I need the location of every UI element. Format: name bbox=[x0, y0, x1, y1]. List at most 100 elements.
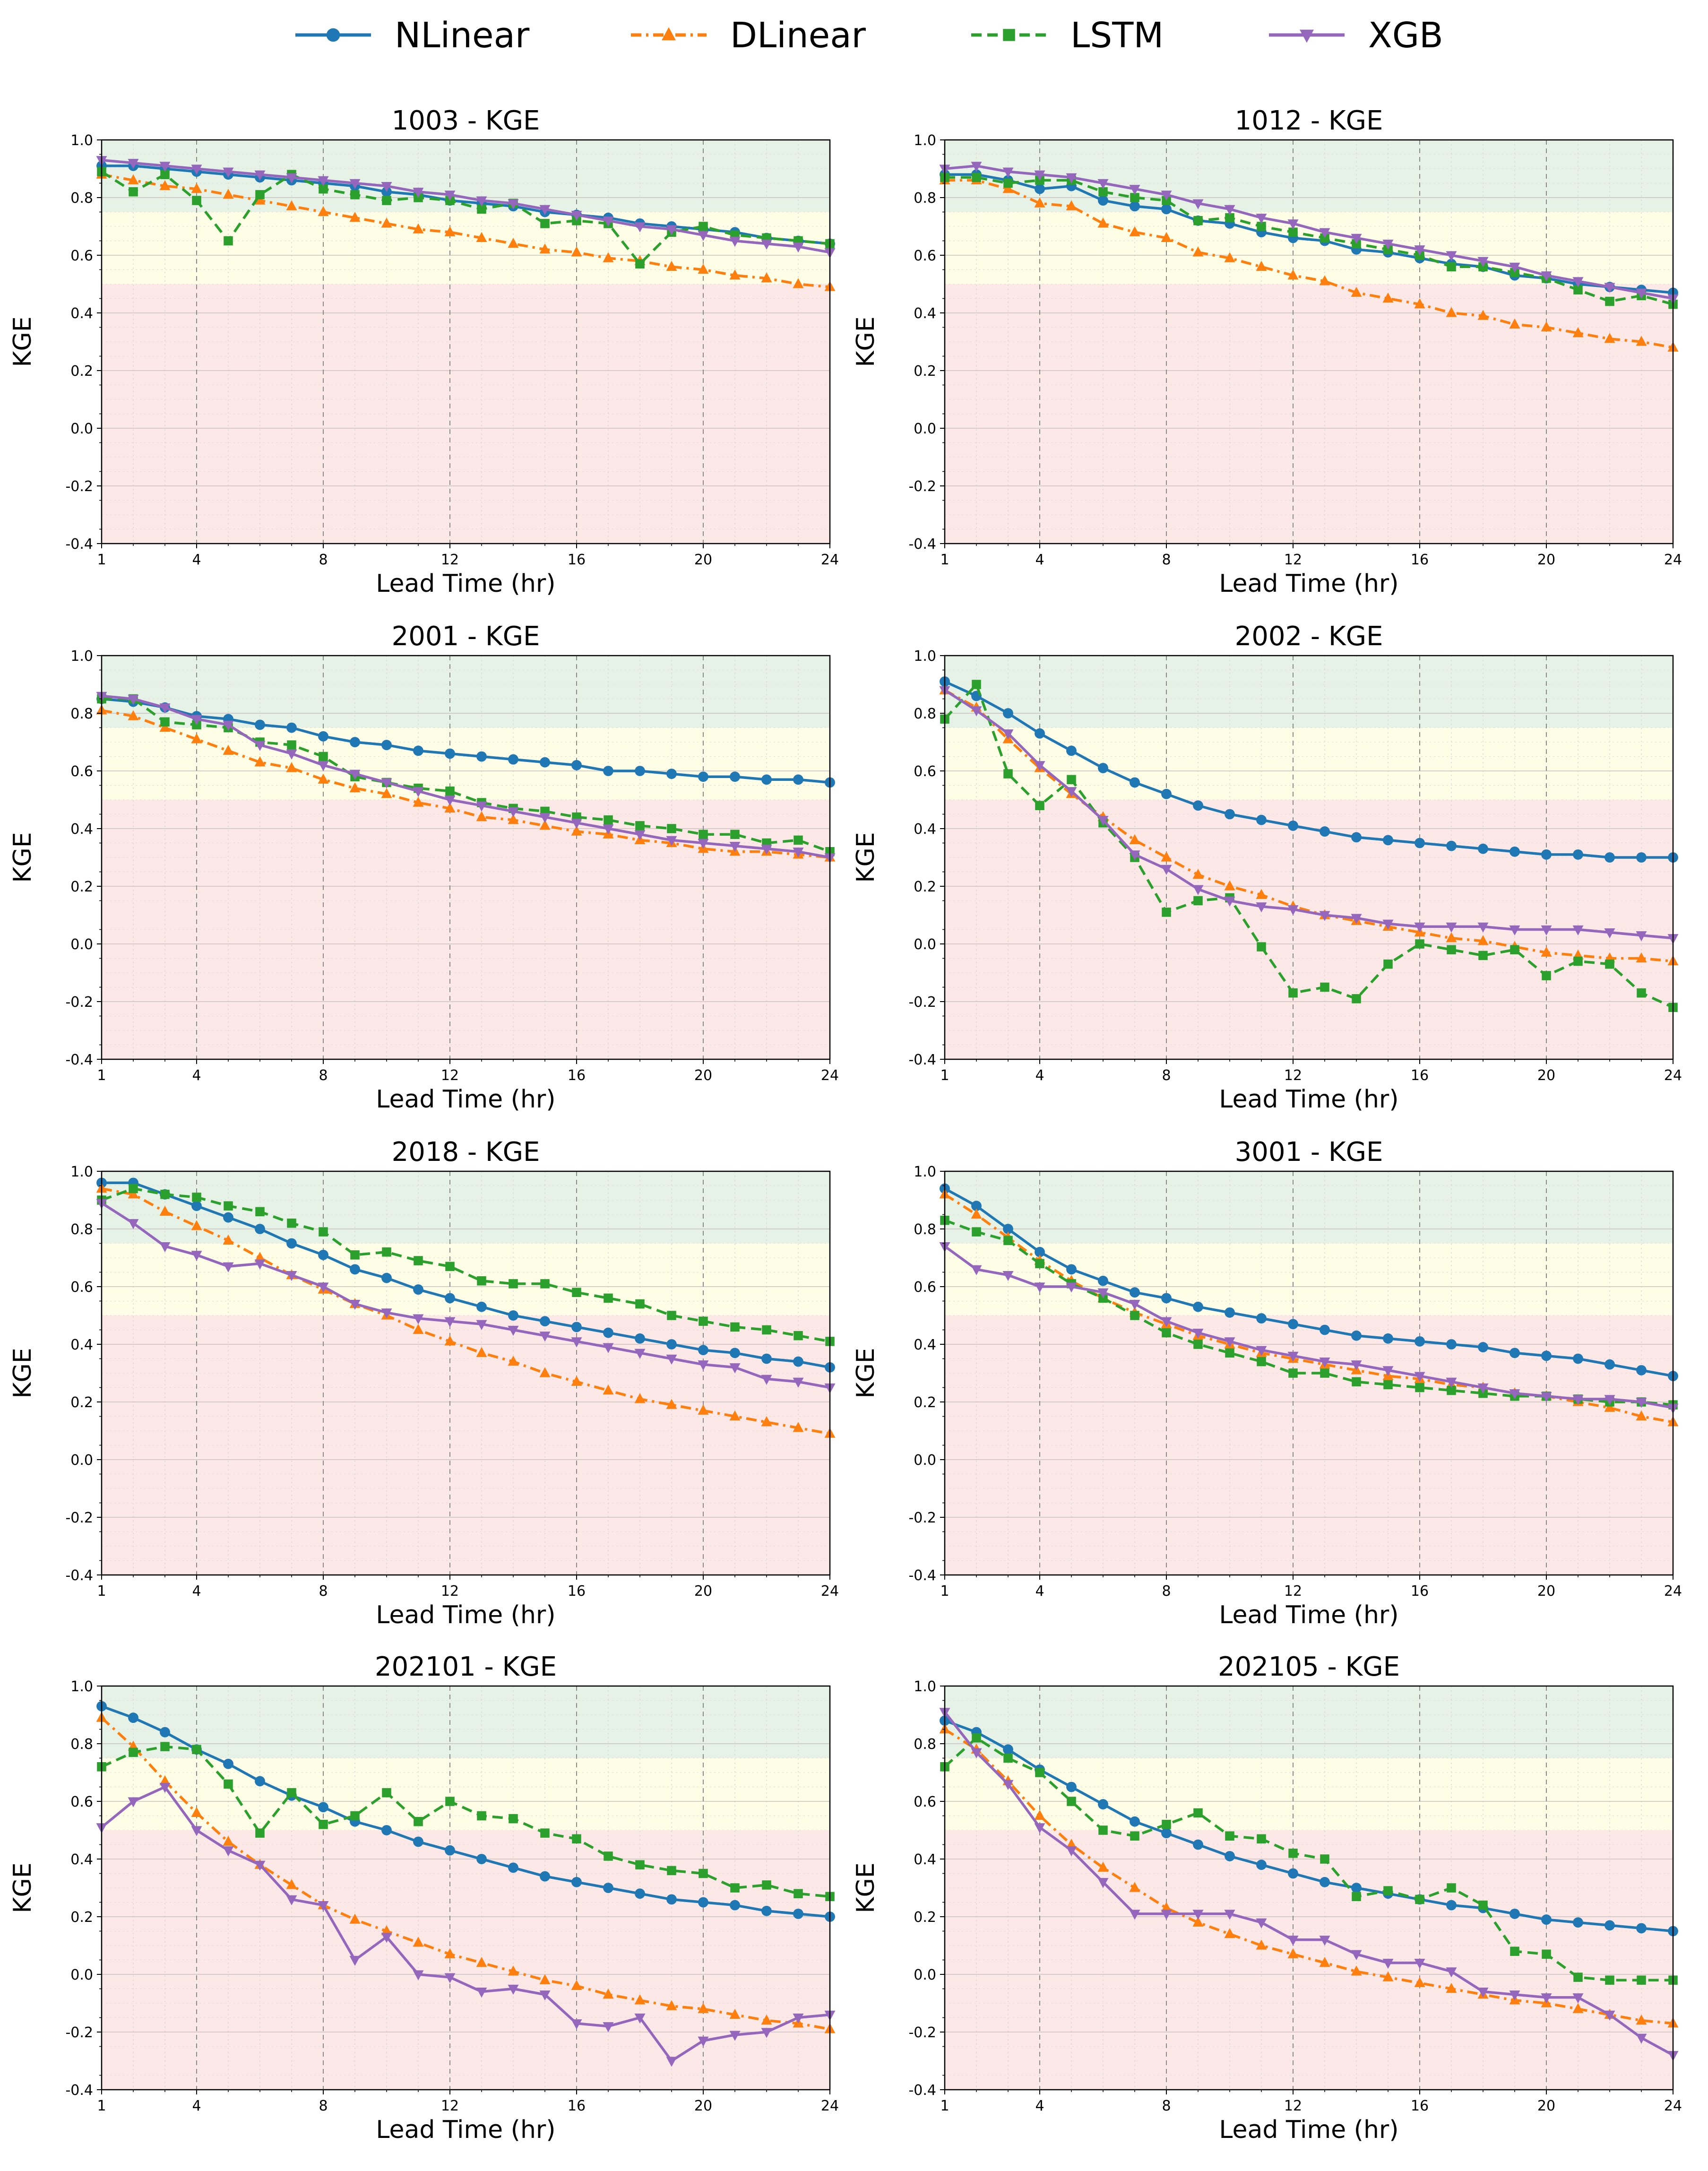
data-point bbox=[476, 1854, 487, 1864]
data-point bbox=[1256, 1918, 1267, 1929]
x-axis-label: Lead Time (hr) bbox=[1219, 1601, 1398, 1629]
data-point bbox=[971, 1748, 982, 1758]
x-axis-ticks: 1 4 8 12 16 20 24 bbox=[940, 2090, 1682, 2114]
x-tick-label: 12 bbox=[1284, 552, 1302, 568]
band-good bbox=[102, 1686, 830, 1758]
chart-title: 3001 - KGE bbox=[1235, 1137, 1383, 1168]
data-point bbox=[191, 715, 202, 725]
x-tick-label: 16 bbox=[1411, 2098, 1429, 2114]
data-point bbox=[761, 1353, 772, 1364]
chart-panel-2001-kge: -0.4 -0.2 0.0 0.2 0.4 0.6 0.8 1.0 1 4 8 12 16 20 24 200… bbox=[9, 621, 839, 1114]
chart-panel-1012-kge: -0.4 -0.2 0.0 0.2 0.4 0.6 0.8 1.0 1 4 8 12 16 20 24 101… bbox=[852, 105, 1682, 598]
data-point bbox=[1509, 262, 1520, 273]
data-point bbox=[1162, 1328, 1171, 1338]
chart-panel-2018-kge: -0.4 -0.2 0.0 0.2 0.4 0.6 0.8 1.0 1 4 8 12 16 20 24 201… bbox=[9, 1137, 839, 1629]
data-point bbox=[698, 1345, 708, 1356]
data-point bbox=[1257, 942, 1266, 951]
data-point bbox=[160, 1727, 170, 1738]
data-point bbox=[1414, 922, 1425, 933]
x-tick-label: 1 bbox=[940, 2098, 949, 2114]
data-point bbox=[1446, 1967, 1457, 1978]
data-point bbox=[318, 1282, 329, 1293]
data-point bbox=[444, 802, 456, 813]
x-tick-label: 20 bbox=[694, 552, 712, 568]
x-tick-label: 8 bbox=[1162, 2098, 1171, 2114]
data-point bbox=[445, 748, 455, 759]
data-point bbox=[1257, 1834, 1266, 1844]
data-point bbox=[603, 766, 613, 776]
data-point bbox=[761, 2014, 772, 2025]
minor-grid bbox=[102, 656, 830, 1059]
x-tick-label: 8 bbox=[1162, 1583, 1171, 1600]
data-point bbox=[1447, 1385, 1456, 1395]
data-point bbox=[1572, 925, 1584, 936]
series-xgb bbox=[939, 1242, 1679, 1414]
data-point bbox=[1035, 1246, 1045, 1257]
data-point bbox=[635, 1860, 645, 1869]
data-point bbox=[1225, 1348, 1234, 1358]
data-point bbox=[508, 807, 519, 818]
data-point bbox=[1066, 1282, 1077, 1293]
data-point bbox=[191, 733, 202, 744]
data-point bbox=[666, 1399, 677, 1409]
data-point bbox=[444, 190, 456, 201]
data-point bbox=[509, 1279, 518, 1289]
data-point bbox=[160, 170, 170, 179]
data-point bbox=[382, 196, 391, 205]
y-axis-ticks: -0.4 -0.2 0.0 0.2 0.4 0.6 0.8 1.0 bbox=[65, 1164, 102, 1584]
y-tick-label: 0.4 bbox=[914, 305, 936, 322]
data-point bbox=[223, 1758, 233, 1769]
legend-label: NLinear bbox=[395, 15, 530, 56]
y-tick-label: 0.2 bbox=[914, 879, 936, 895]
series-line-lstm bbox=[943, 683, 1674, 1009]
data-point bbox=[1034, 1823, 1045, 1834]
data-point bbox=[1161, 1902, 1172, 1912]
data-point bbox=[1066, 1838, 1077, 1849]
data-point bbox=[1130, 1311, 1139, 1320]
data-point bbox=[666, 260, 677, 271]
y-tick-label: 0.8 bbox=[914, 1221, 936, 1238]
data-point bbox=[1510, 1348, 1520, 1358]
data-point bbox=[223, 167, 234, 178]
data-point bbox=[1098, 1799, 1108, 1810]
data-point bbox=[540, 1871, 550, 1882]
data-point bbox=[287, 1219, 296, 1228]
plot-frame bbox=[101, 1170, 831, 1576]
x-tick-label: 8 bbox=[319, 2098, 328, 2114]
data-point bbox=[972, 1227, 981, 1237]
data-point bbox=[1415, 1336, 1425, 1347]
data-point bbox=[286, 200, 297, 210]
data-point bbox=[1130, 193, 1139, 202]
data-point bbox=[286, 722, 297, 733]
y-tick-label: -0.2 bbox=[65, 2024, 93, 2041]
data-point bbox=[604, 1293, 613, 1303]
data-point bbox=[1604, 283, 1615, 293]
y-tick-label: 0.0 bbox=[70, 421, 93, 437]
data-point bbox=[1573, 849, 1583, 860]
data-point bbox=[730, 1900, 740, 1911]
data-point bbox=[160, 1742, 170, 1751]
chart-title: 2002 - KGE bbox=[1235, 621, 1383, 652]
data-point bbox=[1509, 1389, 1520, 1400]
chart-panel-3001-kge: -0.4 -0.2 0.0 0.2 0.4 0.6 0.8 1.0 1 4 8 12 16 20 24 300… bbox=[852, 1137, 1682, 1629]
band-good bbox=[102, 1171, 830, 1244]
data-point bbox=[762, 1325, 771, 1335]
data-point bbox=[128, 710, 139, 720]
data-point bbox=[698, 771, 708, 782]
data-point bbox=[476, 1320, 487, 1330]
data-point bbox=[1477, 257, 1489, 267]
data-point bbox=[414, 1256, 423, 1265]
data-point bbox=[972, 1733, 981, 1743]
x-tick-label: 20 bbox=[1537, 2098, 1555, 2114]
band-good bbox=[945, 1686, 1673, 1758]
data-point bbox=[1637, 988, 1646, 998]
data-point bbox=[1351, 1883, 1362, 1893]
legend-label: XGB bbox=[1368, 15, 1443, 56]
data-point bbox=[286, 173, 297, 183]
data-point bbox=[1035, 183, 1045, 194]
data-point bbox=[730, 771, 740, 782]
data-point bbox=[508, 1965, 519, 1976]
chart-panel-202105-kge: -0.4 -0.2 0.0 0.2 0.4 0.6 0.8 1.0 1 4 8 12 16 20 24 202… bbox=[852, 1652, 1682, 2144]
data-point bbox=[1161, 1317, 1172, 1327]
